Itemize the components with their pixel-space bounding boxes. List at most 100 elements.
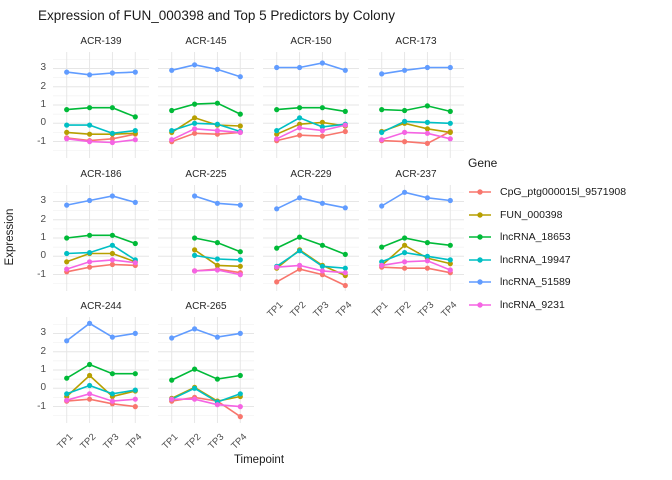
series-line: [65, 131, 137, 135]
series-line: [65, 363, 137, 380]
y-tick-label: 1: [40, 99, 46, 110]
data-point: [274, 279, 280, 285]
x-tick-text: TP2: [288, 299, 309, 320]
data-point: [214, 262, 220, 268]
series-line: [65, 244, 137, 261]
series-line: [170, 398, 242, 408]
data-point: [64, 375, 70, 381]
data-point: [87, 232, 93, 238]
series-line: [380, 244, 452, 267]
data-point: [214, 100, 220, 106]
data-point: [87, 72, 93, 78]
legend-key-icon: [469, 212, 491, 218]
x-tick-text: TP4: [124, 431, 145, 452]
series-line: [170, 368, 242, 381]
data-point: [87, 131, 93, 137]
facet-label: ACR-237: [395, 169, 437, 180]
data-point: [192, 235, 198, 241]
data-point: [169, 137, 175, 143]
data-point: [109, 105, 115, 111]
y-axis-title: Expression: [4, 208, 16, 266]
data-point: [64, 391, 70, 397]
legend-key-icon: [469, 189, 491, 195]
data-point: [319, 119, 325, 125]
data-point: [132, 199, 138, 205]
data-point: [192, 385, 198, 391]
data-point: [237, 391, 243, 397]
data-point: [274, 136, 280, 142]
facet-panel: [158, 52, 254, 158]
series-line: [275, 196, 347, 210]
data-point: [297, 266, 303, 272]
data-point: [237, 74, 243, 80]
series-line: [380, 130, 452, 145]
series-line: [275, 268, 347, 287]
x-tick-text: TP1: [55, 431, 76, 452]
legend-items: CpG_ptg000015l_9571908 FUN_000398 lncRNA_1…: [468, 181, 626, 316]
data-point: [447, 257, 453, 263]
facet-panel: [53, 317, 149, 423]
data-point: [87, 396, 93, 402]
facet-label: ACR-225: [185, 169, 227, 180]
data-point: [342, 282, 348, 289]
data-point: [132, 260, 138, 266]
data-point: [237, 111, 243, 117]
data-point: [109, 193, 115, 199]
series-line: [380, 266, 452, 274]
series-line: [275, 249, 347, 269]
data-point: [379, 259, 385, 265]
data-point: [192, 268, 198, 274]
data-point: [319, 272, 325, 278]
data-point: [424, 103, 430, 109]
series-line: [65, 71, 137, 76]
facet-panel: [53, 52, 149, 158]
x-tick-text: TP3: [416, 299, 437, 320]
series-line: [275, 264, 347, 274]
data-point: [132, 396, 138, 402]
data-point: [342, 251, 348, 257]
series-line: [65, 124, 137, 135]
data-point: [237, 129, 243, 135]
legend-key-icon: [469, 257, 491, 263]
legend-key-point: [477, 212, 483, 218]
data-point: [214, 66, 220, 72]
series-line: [380, 237, 452, 248]
data-point: [297, 262, 303, 268]
facet-label: ACR-229: [290, 169, 332, 180]
data-point: [447, 261, 453, 267]
legend-item: lncRNA_9231: [468, 294, 626, 317]
facet-label: ACR-186: [80, 169, 122, 180]
data-point: [402, 67, 408, 73]
series-line: [170, 102, 242, 115]
series-line: [275, 106, 347, 113]
data-point: [214, 334, 220, 340]
x-tick-text: TP2: [393, 299, 414, 320]
data-point: [319, 124, 325, 130]
data-point: [402, 250, 408, 256]
data-point: [64, 259, 70, 265]
data-point: [447, 242, 453, 248]
data-point: [109, 242, 115, 248]
data-point: [109, 250, 115, 257]
data-point: [192, 252, 198, 258]
series-line: [65, 259, 137, 270]
facet-panel: [158, 317, 254, 423]
data-point: [64, 122, 70, 128]
data-point: [214, 128, 220, 134]
legend-item-label: lncRNA_51589: [500, 276, 571, 289]
data-point: [109, 232, 115, 238]
data-point: [87, 361, 93, 368]
data-point: [192, 193, 198, 199]
data-point: [132, 137, 138, 143]
y-tick-label: 3: [40, 327, 46, 339]
series-line: [380, 105, 452, 113]
facet-label: ACR-139: [80, 36, 122, 47]
data-point: [87, 264, 93, 270]
series-line: [380, 191, 452, 207]
series-line: [170, 116, 242, 134]
data-point: [274, 107, 280, 113]
x-tick-text: TP1: [265, 299, 286, 320]
series-line: [65, 392, 137, 402]
data-point: [447, 64, 453, 71]
